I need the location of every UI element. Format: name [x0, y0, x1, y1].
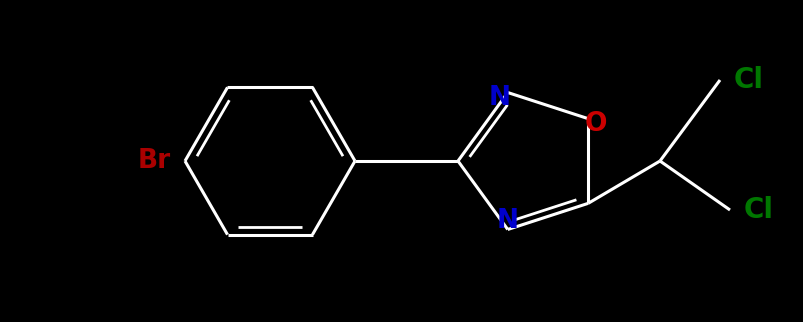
Text: Br: Br — [137, 148, 171, 174]
Text: Cl: Cl — [743, 196, 773, 224]
Text: N: N — [488, 84, 510, 110]
Text: O: O — [585, 111, 607, 137]
Text: N: N — [496, 208, 518, 234]
Text: Cl: Cl — [733, 66, 763, 94]
